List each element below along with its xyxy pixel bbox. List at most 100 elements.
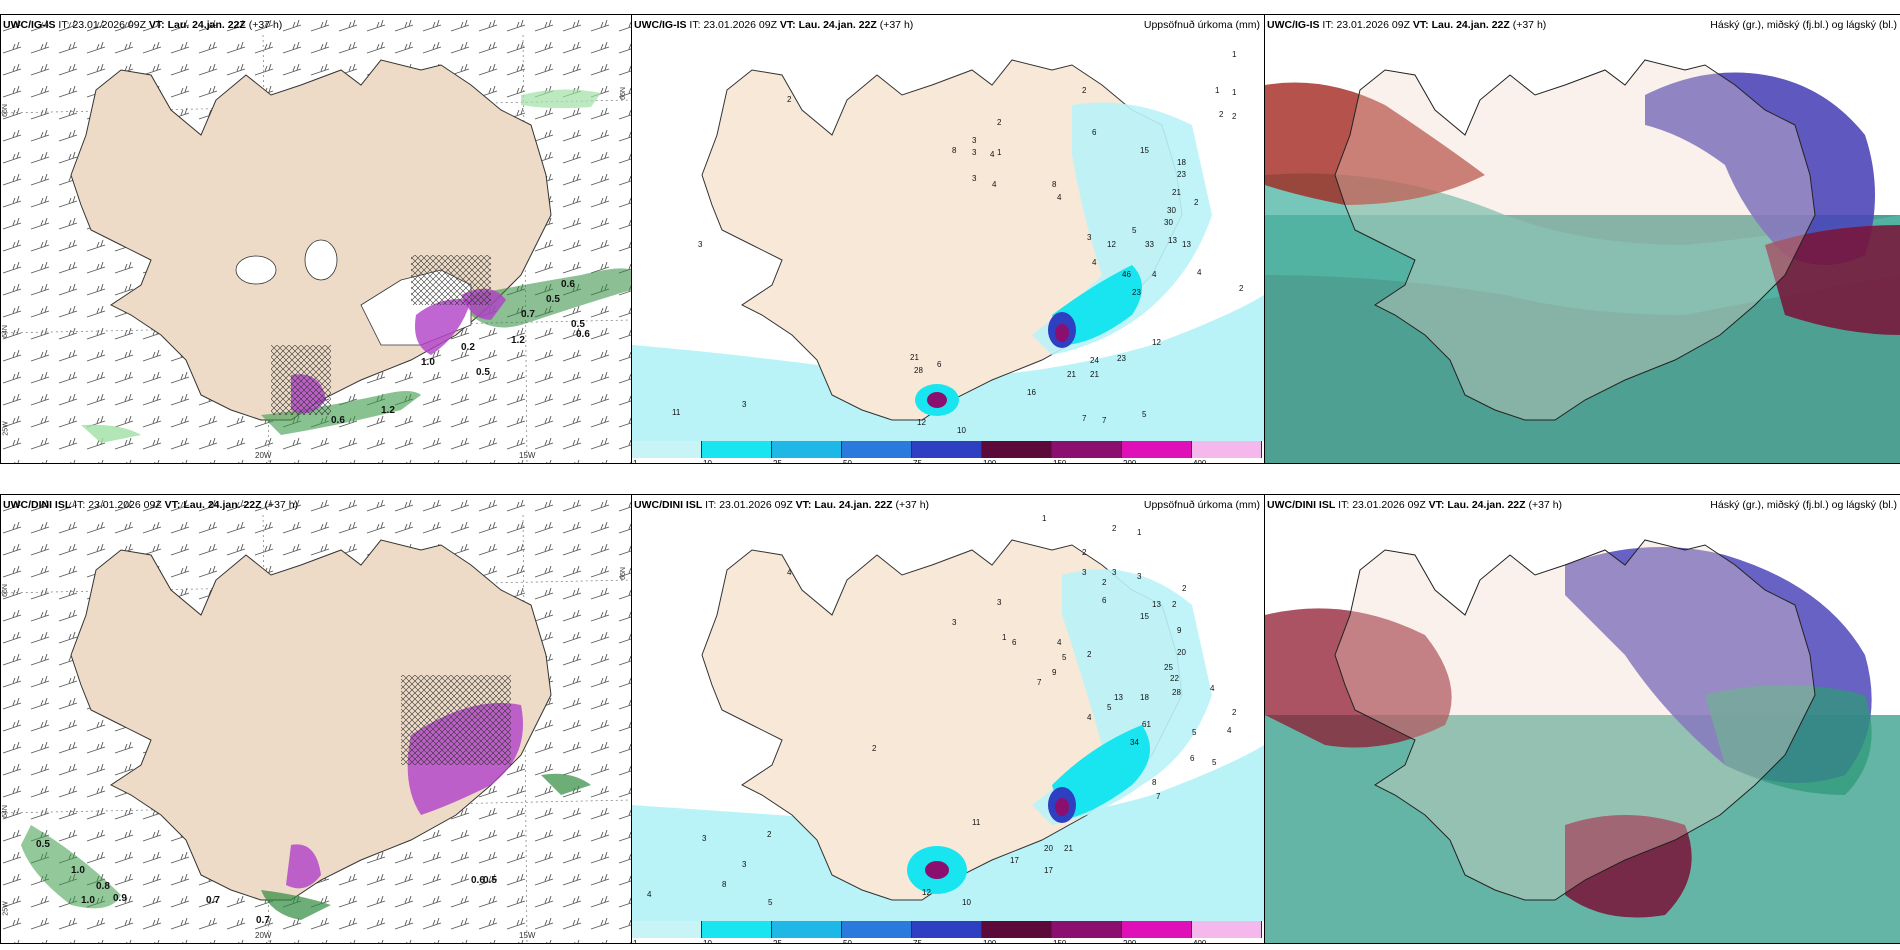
mid-cloud-east [1645, 72, 1875, 265]
svg-text:4: 4 [1227, 726, 1232, 735]
precip-max-1 [1055, 798, 1069, 816]
svg-text:1: 1 [1042, 514, 1047, 523]
cloud-map-panel-bottom: UWC/DINI ISL IT: 23.01.2026 09Z VT: Lau.… [1264, 494, 1900, 944]
svg-text:3: 3 [1082, 568, 1087, 577]
precip-colorbar: 1 10 25 50 75 100 150 200 400 [632, 441, 1264, 463]
svg-text:3: 3 [702, 834, 707, 843]
colorbar-cell [1192, 441, 1262, 458]
colorbar-cell [1122, 921, 1192, 938]
svg-text:20: 20 [1044, 844, 1053, 853]
cloud-title: Háský (gr.), miðský (fj.bl.) og lágský (… [1710, 19, 1897, 31]
svg-text:3: 3 [972, 136, 977, 145]
svg-text:0.5: 0.5 [36, 839, 50, 850]
colorbar-label: 400 [1193, 939, 1207, 944]
svg-text:2: 2 [1082, 86, 1087, 95]
svg-text:18: 18 [1177, 158, 1186, 167]
svg-text:3: 3 [1087, 233, 1092, 242]
precip-max-2 [927, 392, 947, 408]
svg-text:3: 3 [952, 618, 957, 627]
svg-text:1.2: 1.2 [381, 405, 395, 416]
precip-title: Uppsöfnuð úrkoma (mm) [1143, 499, 1260, 511]
svg-text:0.7: 0.7 [521, 309, 535, 320]
svg-text:3: 3 [972, 174, 977, 183]
precip-max-1 [1055, 324, 1069, 342]
precip-title: Uppsöfnuð úrkoma (mm) [1143, 19, 1260, 31]
lat-label-66n: 66N [1, 104, 9, 117]
colorbar-label: 100 [983, 939, 997, 944]
svg-text:9: 9 [1052, 668, 1057, 677]
svg-text:0.9: 0.9 [113, 893, 127, 904]
svg-text:7: 7 [1102, 416, 1107, 425]
svg-text:2: 2 [1082, 548, 1087, 557]
svg-text:3: 3 [742, 860, 747, 869]
lat-label-64n: 64N [1, 805, 9, 818]
precip-map: 1 2 1 2 4 3 3 3 2 2 6 3 13 15 2 9 20 1 3… [632, 495, 1264, 921]
svg-text:2: 2 [1194, 198, 1199, 207]
svg-text:3: 3 [997, 598, 1002, 607]
svg-text:30: 30 [1164, 218, 1173, 227]
low-cloud-east [1705, 685, 1872, 795]
svg-text:21: 21 [1172, 188, 1181, 197]
precip-light [1032, 102, 1212, 355]
precip-map-panel-top: UWC/IG-IS IT: 23.01.2026 09Z VT: Lau. 24… [631, 14, 1265, 464]
colorbar-cell [702, 441, 772, 458]
colorbar-cell [632, 441, 702, 458]
svg-text:5: 5 [1142, 410, 1147, 419]
svg-text:6: 6 [937, 360, 942, 369]
green-precip [81, 89, 631, 443]
svg-text:13: 13 [1168, 236, 1177, 245]
colorbar-label: 200 [1123, 459, 1137, 464]
svg-text:23: 23 [1117, 354, 1126, 363]
colorbar-cell [982, 921, 1052, 938]
lat-label-65n: 65N [619, 567, 627, 580]
colorbar-label: 25 [773, 939, 782, 944]
svg-text:0.5: 0.5 [546, 294, 560, 305]
svg-text:1.0: 1.0 [81, 895, 95, 906]
svg-text:2: 2 [997, 118, 1002, 127]
svg-text:2: 2 [787, 95, 792, 104]
svg-text:0.5: 0.5 [476, 367, 490, 378]
colorbar-label: 100 [983, 459, 997, 464]
svg-text:1: 1 [1002, 633, 1007, 642]
svg-text:25: 25 [1164, 663, 1173, 672]
colorbar-label: 1 [633, 939, 638, 944]
svg-text:21: 21 [910, 353, 919, 362]
svg-text:0.5: 0.5 [571, 319, 585, 330]
svg-text:9: 9 [1177, 626, 1182, 635]
colorbar-cell [982, 441, 1052, 458]
panel-title: UWC/DINI ISL IT: 23.01.2026 09Z VT: Lau.… [1267, 499, 1563, 511]
high-cloud-west [1265, 608, 1452, 748]
green-precip-south [261, 890, 331, 920]
colorbar-label: 75 [913, 939, 922, 944]
colorbar-label: 50 [843, 939, 852, 944]
svg-text:4: 4 [1197, 268, 1202, 277]
iceland-outline [1334, 539, 1816, 901]
colorbar-cell [772, 441, 842, 458]
svg-text:4: 4 [787, 568, 792, 577]
svg-text:15: 15 [1140, 612, 1149, 621]
svg-text:3: 3 [972, 148, 977, 157]
svg-text:28: 28 [914, 366, 923, 375]
colorbar-cell [1122, 441, 1192, 458]
svg-text:21: 21 [1064, 844, 1073, 853]
svg-text:12: 12 [922, 888, 931, 897]
lat-label-64n: 64N [1, 325, 9, 338]
high-cloud-south [1565, 815, 1692, 918]
high-cloud-west [1265, 82, 1485, 205]
colorbar-cell [632, 921, 702, 938]
lat-label-25w: 25W [2, 421, 10, 436]
wind-precip-map: 0.6 0.5 0.7 0.2 0.5 0.6 1.0 0.5 1.2 0.6 … [1, 15, 631, 463]
svg-text:23: 23 [1177, 170, 1186, 179]
svg-text:11: 11 [672, 408, 681, 417]
lon-label-20w: 20W [255, 451, 272, 460]
colorbar-label: 150 [1053, 939, 1067, 944]
svg-text:12: 12 [1107, 240, 1116, 249]
svg-text:0.8: 0.8 [96, 881, 110, 892]
svg-text:61: 61 [1142, 720, 1151, 729]
svg-text:13: 13 [1114, 693, 1123, 702]
wind-value-labels: 0.5 1.0 0.8 1.0 0.9 0.7 0.7 0.6 0.5 [36, 839, 497, 926]
svg-text:30: 30 [1167, 206, 1176, 215]
wind-value-labels: 0.6 0.5 0.7 0.2 0.5 0.6 1.0 0.5 1.2 0.6 … [331, 279, 590, 426]
low-cloud-band [1265, 173, 1900, 315]
high-cloud-east [1765, 225, 1900, 335]
